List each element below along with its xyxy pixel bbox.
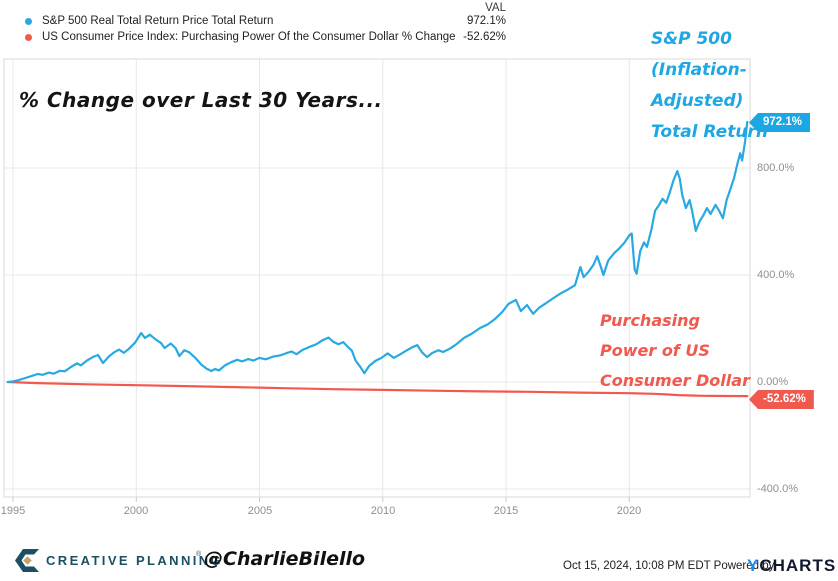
- creative-planning-logo-icon: [15, 549, 39, 572]
- creative-planning-wordmark: CREATIVE PLANNING: [46, 553, 224, 568]
- twitter-handle: @CharlieBilello: [204, 548, 366, 570]
- x-axis-label: 1995: [0, 505, 26, 517]
- x-axis-label: 2000: [123, 505, 149, 517]
- sp500-annotation-line2: (Inflation-Adjusted): [651, 60, 747, 111]
- x-axis-label: 2020: [616, 505, 642, 517]
- dollar-annotation: Purchasing Power of US Consumer Dollar: [600, 306, 750, 396]
- cpi-legend-label: US Consumer Price Index: Purchasing Powe…: [42, 31, 456, 43]
- y-axis-label: 800.0%: [757, 162, 795, 174]
- dollar-annotation-line2: Power of US: [600, 341, 710, 360]
- sp500-legend-label: S&P 500 Real Total Return Price Total Re…: [42, 15, 274, 27]
- ycharts-logo: YCHARTS: [747, 556, 836, 576]
- timestamp: Oct 15, 2024, 10:08 PM EDT Powered by: [563, 560, 775, 572]
- registered-mark: ®: [196, 551, 202, 558]
- y-axis-label: 400.0%: [757, 269, 795, 281]
- sp500-annotation-line3: Total Return: [651, 122, 768, 142]
- dollar-value-badge: -52.62%: [749, 390, 814, 409]
- sp500-legend-dot-icon: [25, 18, 32, 25]
- x-axis-label: 2005: [247, 505, 273, 517]
- cpi-val: -52.62%: [463, 31, 506, 43]
- sp500-value-badge: 972.1%: [749, 113, 811, 132]
- x-axis-label: 2015: [493, 505, 519, 517]
- sp500-annotation: S&P 500 (Inflation-Adjusted) Total Retur…: [651, 24, 838, 148]
- cpi-legend-dot-icon: [25, 34, 32, 41]
- chart-title: % Change over Last 30 Years...: [19, 88, 383, 112]
- val-column-header: VAL: [485, 2, 506, 14]
- dollar-annotation-line1: Purchasing: [600, 311, 700, 330]
- sp500-annotation-line1: S&P 500: [651, 29, 732, 49]
- y-axis-label: -400.0%: [757, 483, 798, 495]
- ycharts-logo-charts: CHARTS: [759, 556, 837, 575]
- sp500-val: 972.1%: [466, 15, 506, 27]
- y-axis-label: 0.00%: [757, 376, 789, 388]
- dollar-annotation-line3: Consumer Dollar: [600, 371, 750, 390]
- ycharts-logo-y: Y: [747, 556, 760, 575]
- x-axis-label: 2010: [370, 505, 396, 517]
